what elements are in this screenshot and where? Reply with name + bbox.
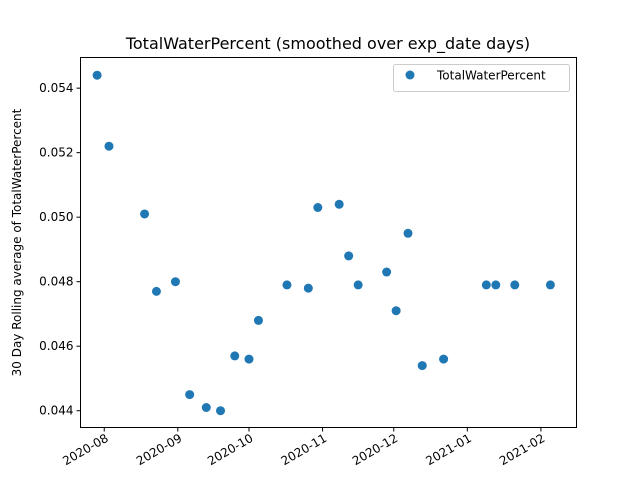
- data-point: [510, 280, 520, 290]
- data-point: [201, 403, 211, 412]
- chart-title: TotalWaterPercent (smoothed over exp_dat…: [125, 34, 530, 54]
- data-point: [382, 267, 392, 277]
- x-tick-label: 2020-09: [134, 431, 184, 468]
- data-point: [545, 280, 555, 290]
- data-point: [230, 351, 240, 361]
- y-tick-label: 0.046: [39, 339, 73, 353]
- data-point: [151, 286, 161, 296]
- plot-area-frame: [80, 57, 577, 428]
- data-point: [303, 283, 313, 293]
- data-point: [170, 277, 180, 287]
- legend-label: TotalWaterPercent: [436, 69, 546, 83]
- data-point: [403, 228, 413, 238]
- y-axis-label: 30 Day Rolling average of TotalWaterPerc…: [10, 108, 24, 376]
- x-axis: 2020-08 2020-09 2020-10 2020-11 2020-12 2021-…: [60, 427, 547, 468]
- x-tick-label: 2020-11: [279, 431, 329, 468]
- data-point: [282, 280, 292, 290]
- data-point: [491, 280, 501, 290]
- y-tick-label: 0.044: [39, 404, 73, 418]
- y-tick-label: 0.050: [39, 210, 73, 224]
- data-point: [140, 209, 150, 219]
- data-point: [481, 280, 491, 290]
- data-point: [313, 203, 323, 212]
- data-point: [185, 390, 195, 400]
- x-tick-label: 2020-10: [205, 431, 255, 468]
- data-point: [334, 199, 344, 209]
- y-tick-label: 0.052: [39, 146, 73, 160]
- data-point: [417, 361, 427, 371]
- legend: TotalWaterPercent: [393, 64, 570, 92]
- data-point: [344, 251, 354, 261]
- data-point: [253, 315, 263, 325]
- x-tick-label: 2021-01: [423, 431, 473, 468]
- data-point: [92, 70, 102, 80]
- data-point: [391, 306, 401, 316]
- data-point: [353, 280, 363, 290]
- legend-marker: [405, 70, 415, 80]
- x-tick-label: 2021-02: [497, 431, 547, 468]
- data-point: [216, 406, 226, 416]
- x-tick-label: 2020-08: [60, 431, 110, 468]
- legend-box: [393, 64, 570, 92]
- y-tick-label: 0.048: [39, 275, 73, 289]
- data-points: [92, 70, 555, 416]
- data-point: [439, 354, 449, 364]
- data-point: [244, 354, 254, 364]
- y-tick-label: 0.054: [39, 81, 73, 95]
- data-point: [104, 141, 114, 151]
- y-axis: 0.044 0.046 0.048 0.050 0.052 0.054: [39, 81, 81, 418]
- x-tick-label: 2020-12: [350, 431, 400, 468]
